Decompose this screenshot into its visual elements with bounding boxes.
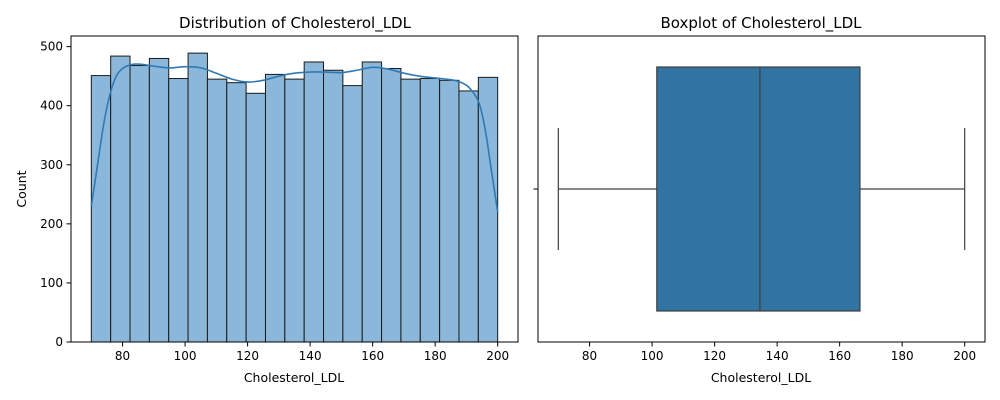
histogram-bar <box>303 61 325 343</box>
histogram-x-label: Cholesterol_LDL <box>244 370 344 385</box>
boxplot-plot-area <box>557 66 966 312</box>
histogram-x-tick-label: 80 <box>115 349 130 363</box>
histogram-bar <box>187 52 208 343</box>
histogram-bar <box>477 76 499 343</box>
boxplot-x-ticks: 80 100 120 140 160 180 200 <box>582 342 976 363</box>
histogram-bar <box>90 75 112 343</box>
histogram-y-label: Count <box>14 170 29 207</box>
boxplot-title: Boxplot of Cholesterol_LDL <box>660 14 862 33</box>
histogram-x-tick-label: 140 <box>299 349 322 363</box>
histogram-bar <box>458 90 479 343</box>
histogram-y-ticks: 0 100 200 300 400 500 <box>40 40 71 349</box>
histogram-bar <box>400 78 421 343</box>
histogram-y-tick-label: 300 <box>40 158 63 172</box>
histogram-bar <box>129 65 150 343</box>
boxplot-x-tick-label: 80 <box>582 349 597 363</box>
boxplot-box <box>656 66 861 312</box>
histogram-bar <box>168 78 189 343</box>
histogram-plot-area <box>90 52 499 343</box>
histogram-bar <box>284 78 305 343</box>
boxplot-x-tick-label: 200 <box>953 349 976 363</box>
histogram-bar <box>148 57 170 343</box>
histogram-bar <box>381 67 402 343</box>
histogram-x-tick-label: 100 <box>174 349 197 363</box>
histogram-bar <box>342 85 363 343</box>
histogram-axes-frame <box>70 35 519 343</box>
histogram-bar <box>439 79 460 343</box>
histogram-y-tick-label: 500 <box>40 40 63 54</box>
histogram-y-tick-label: 0 <box>55 335 63 349</box>
histogram-bar <box>206 78 228 343</box>
boxplot-x-tick-label: 180 <box>891 349 914 363</box>
histogram-x-tick-label: 200 <box>486 349 509 363</box>
histogram-x-tick-label: 160 <box>361 349 384 363</box>
histogram-title: Distribution of Cholesterol_LDL <box>179 14 412 33</box>
histogram-bar <box>245 92 266 343</box>
histogram-x-tick-label: 180 <box>424 349 447 363</box>
boxplot-x-tick-label: 100 <box>641 349 664 363</box>
kde-line <box>90 63 499 213</box>
histogram-y-tick-label: 100 <box>40 276 63 290</box>
boxplot-panel: Boxplot of Cholesterol_LDL 80 100 120 140 16… <box>533 14 986 385</box>
histogram-bar <box>226 82 247 343</box>
histogram-bar <box>264 73 286 343</box>
histogram-x-ticks: 80 100 120 140 160 180 200 <box>115 342 509 363</box>
histogram-panel: Distribution of Cholesterol_LDL 80 100 120… <box>14 14 519 385</box>
boxplot-x-tick-label: 120 <box>703 349 726 363</box>
histogram-bar <box>419 78 441 343</box>
histogram-bar <box>361 61 383 343</box>
histogram-bar <box>110 55 131 343</box>
boxplot-x-tick-label: 160 <box>828 349 851 363</box>
histogram-y-tick-label: 200 <box>40 217 63 231</box>
histogram-y-tick-label: 400 <box>40 99 63 113</box>
histogram-x-tick-label: 120 <box>236 349 259 363</box>
histogram-bar <box>323 69 344 343</box>
boxplot-x-label: Cholesterol_LDL <box>711 370 811 385</box>
boxplot-x-tick-label: 140 <box>766 349 789 363</box>
